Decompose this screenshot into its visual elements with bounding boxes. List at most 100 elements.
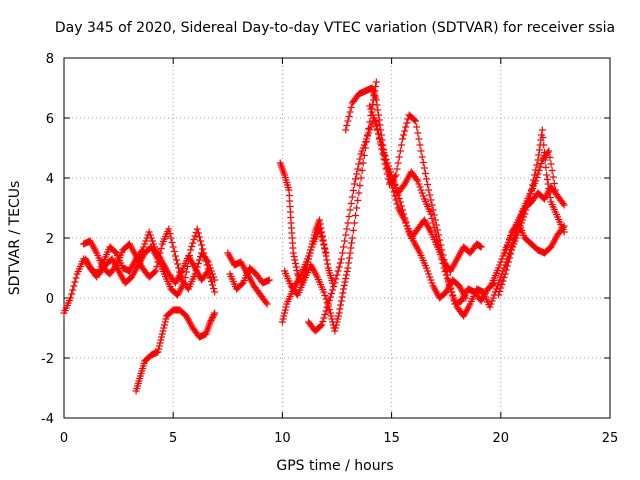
data-point <box>531 171 539 179</box>
data-point <box>333 271 341 279</box>
data-point <box>177 272 185 280</box>
data-point <box>156 339 164 347</box>
data-point <box>527 186 535 194</box>
data-point <box>349 187 357 194</box>
data-point <box>338 293 346 301</box>
data-point <box>318 321 326 329</box>
data-point <box>425 270 433 278</box>
data-point <box>487 300 495 308</box>
data-point <box>354 165 362 173</box>
data-point <box>443 275 451 282</box>
data-point <box>142 237 150 245</box>
data-point <box>430 224 438 231</box>
data-point <box>429 206 437 214</box>
data-point <box>68 290 76 298</box>
data-point <box>336 305 344 313</box>
data-point <box>530 176 538 184</box>
data-point <box>195 256 203 264</box>
data-point <box>372 120 380 128</box>
data-point <box>413 176 421 183</box>
data-point <box>148 237 156 245</box>
data-point <box>412 117 420 125</box>
data-point <box>423 264 431 272</box>
data-point <box>546 154 554 161</box>
data-point <box>168 239 176 246</box>
y-axis: -4 -2 0 2 4 6 8 <box>41 52 610 427</box>
data-point <box>383 170 391 178</box>
data-point <box>373 125 381 133</box>
data-point <box>157 336 165 344</box>
data-point <box>186 252 194 259</box>
data-point <box>506 235 514 243</box>
data-point <box>503 262 511 270</box>
data-point <box>209 312 217 320</box>
data-point <box>204 265 212 273</box>
data-point <box>349 227 357 234</box>
data-point <box>187 246 195 254</box>
data-point <box>436 246 444 254</box>
data-point <box>152 267 160 275</box>
data-point <box>281 309 289 317</box>
data-point <box>497 284 505 292</box>
y-tick-label: -4 <box>41 412 54 427</box>
data-point <box>544 180 552 188</box>
data-point <box>325 297 333 304</box>
data-point <box>394 159 402 167</box>
data-point <box>280 312 288 320</box>
data-point <box>419 159 427 166</box>
data-point <box>504 258 512 266</box>
data-point <box>521 210 529 218</box>
data-point <box>211 309 219 317</box>
data-marks <box>60 78 568 395</box>
data-point <box>540 149 548 156</box>
data-point <box>347 244 355 252</box>
data-point <box>195 233 203 241</box>
data-point <box>540 141 548 149</box>
data-point <box>509 243 517 251</box>
data-point <box>366 102 374 110</box>
data-point <box>188 243 196 250</box>
data-point <box>438 255 446 263</box>
data-point <box>319 318 327 325</box>
data-point <box>334 315 342 323</box>
y-tick-label: 0 <box>46 292 54 307</box>
data-point <box>263 300 271 308</box>
data-point <box>344 219 352 227</box>
data-point <box>377 126 385 134</box>
data-point <box>278 318 286 326</box>
data-point <box>70 282 78 290</box>
data-point <box>548 167 556 174</box>
x-tick-label: 25 <box>602 431 619 446</box>
data-point <box>190 236 198 243</box>
data-point <box>428 215 436 222</box>
data-point <box>207 278 215 285</box>
series-arc-4 <box>132 306 219 395</box>
data-point <box>345 113 353 120</box>
data-point <box>281 306 289 314</box>
data-point <box>346 206 354 214</box>
data-point <box>372 78 380 86</box>
data-point <box>402 219 410 227</box>
data-point <box>293 267 301 274</box>
data-point <box>441 268 449 275</box>
data-point <box>318 233 326 241</box>
data-point <box>302 258 310 266</box>
data-point <box>290 253 298 260</box>
data-point <box>488 297 496 305</box>
data-point <box>191 232 199 240</box>
data-point <box>323 304 331 311</box>
data-point <box>426 273 434 281</box>
data-point <box>207 317 215 324</box>
data-point <box>352 175 360 183</box>
data-point <box>545 185 553 192</box>
data-point <box>357 150 365 158</box>
data-point <box>503 242 511 250</box>
data-point <box>210 311 218 318</box>
data-point <box>522 206 530 214</box>
series-arc-3 <box>82 225 214 299</box>
y-tick-label: 8 <box>46 52 54 67</box>
data-point <box>486 303 494 311</box>
data-point <box>433 237 441 245</box>
data-point <box>362 135 370 143</box>
data-point <box>209 314 217 321</box>
